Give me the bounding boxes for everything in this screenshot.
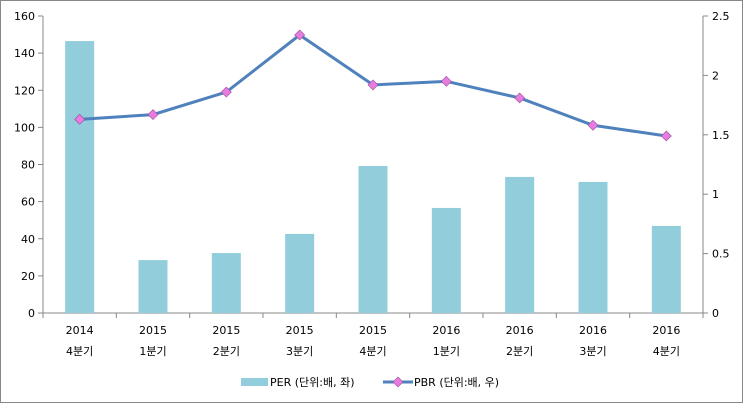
- right-tick-label: 2: [712, 69, 719, 82]
- x-tick-label-quarter: 4분기: [66, 345, 93, 358]
- x-tick-label-year: 2016: [506, 324, 534, 337]
- left-tick-label: 80: [21, 159, 35, 172]
- per-bar: [431, 207, 461, 313]
- right-tick-label: 1: [712, 188, 719, 201]
- x-tick-label-quarter: 4분기: [653, 345, 680, 358]
- per-bar: [138, 260, 168, 313]
- per-bar: [505, 176, 535, 313]
- left-tick-label: 160: [14, 10, 35, 23]
- left-tick-label: 140: [14, 47, 35, 60]
- left-tick-label: 0: [28, 307, 35, 320]
- x-tick-label-quarter: 2분기: [213, 345, 240, 358]
- right-tick-label: 1.5: [712, 129, 730, 142]
- legend-per-label: PER (단위:배, 좌): [270, 376, 355, 389]
- x-tick-label-year: 2016: [432, 324, 460, 337]
- left-tick-label: 120: [14, 84, 35, 97]
- x-tick-label-quarter: 3분기: [286, 345, 313, 358]
- per-bar: [285, 233, 315, 313]
- pbr-marker: [294, 29, 306, 41]
- x-tick-label-year: 2014: [66, 324, 94, 337]
- x-tick-label-year: 2016: [579, 324, 607, 337]
- x-tick-label-year: 2015: [139, 324, 167, 337]
- x-tick-label-year: 2015: [212, 324, 240, 337]
- x-tick-label-year: 2016: [652, 324, 680, 337]
- left-tick-label: 20: [21, 270, 35, 283]
- per-bar: [578, 181, 608, 313]
- x-tick-label-year: 2015: [359, 324, 387, 337]
- left-tick-label: 40: [21, 233, 35, 246]
- pbr-marker: [147, 109, 159, 121]
- right-tick-label: 2.5: [712, 10, 730, 23]
- x-tick-label-year: 2015: [286, 324, 314, 337]
- x-tick-label-quarter: 1분기: [139, 345, 166, 358]
- legend-pbr-marker: [392, 376, 404, 388]
- per-bar: [211, 253, 241, 313]
- pbr-marker: [587, 119, 599, 131]
- pbr-marker: [220, 86, 232, 98]
- x-tick-label-quarter: 4분기: [359, 345, 386, 358]
- right-tick-label: 0.5: [712, 248, 730, 261]
- per-bar: [65, 41, 95, 313]
- pbr-marker: [440, 75, 452, 87]
- per-bar: [358, 165, 388, 313]
- pbr-marker: [74, 113, 86, 125]
- x-tick-label-quarter: 1분기: [433, 345, 460, 358]
- pbr-marker: [514, 92, 526, 104]
- pbr-marker: [367, 79, 379, 91]
- x-tick-label-quarter: 2분기: [506, 345, 533, 358]
- x-tick-label-quarter: 3분기: [579, 345, 606, 358]
- left-tick-label: 60: [21, 196, 35, 209]
- right-tick-label: 0: [712, 307, 719, 320]
- legend-pbr-label: PBR (단위:배, 우): [414, 376, 499, 389]
- pbr-marker: [660, 130, 672, 142]
- left-tick-label: 100: [14, 121, 35, 134]
- per-bar: [651, 225, 681, 313]
- legend-per-swatch: [241, 378, 268, 386]
